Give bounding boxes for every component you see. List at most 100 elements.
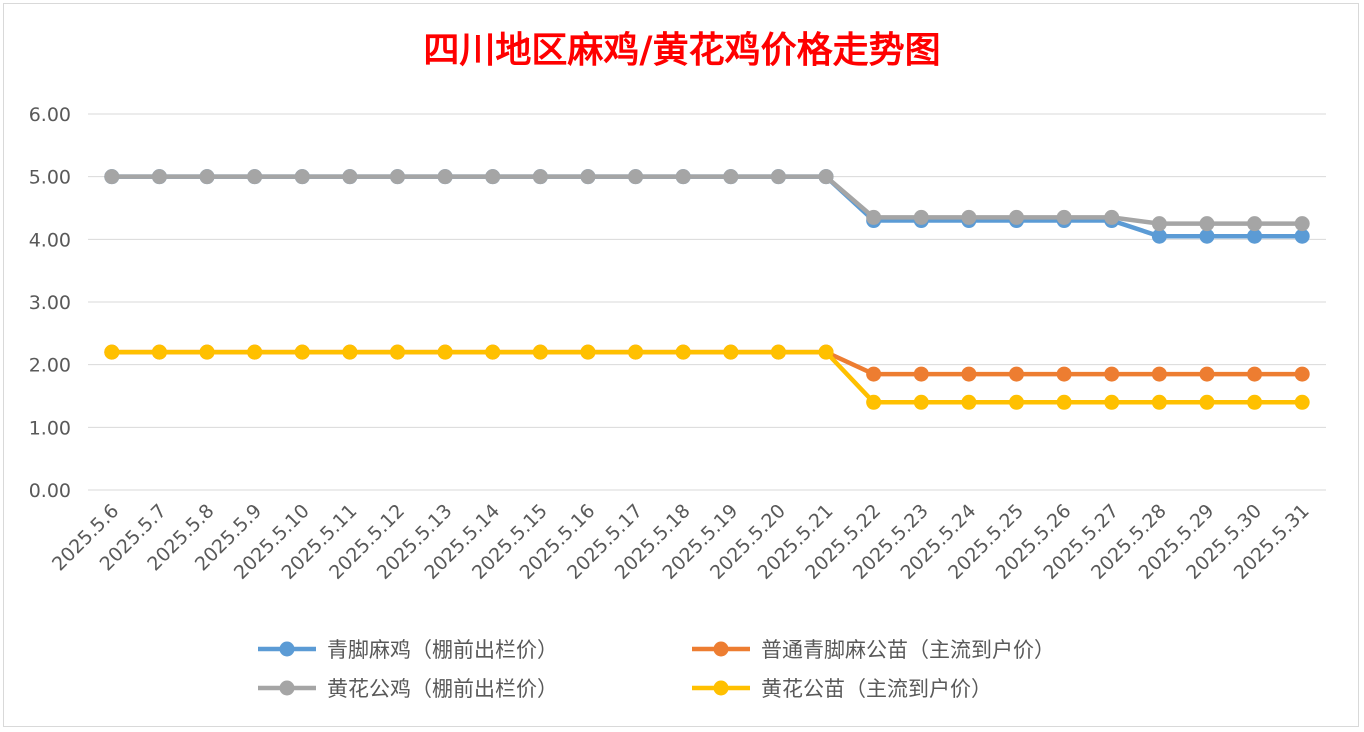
y-tick-label: 2.00 (29, 355, 71, 377)
data-point (628, 344, 644, 360)
y-axis-ticks: 0.00 1.00 2.00 3.00 4.00 5.00 6.00 (29, 104, 71, 502)
data-point (1247, 216, 1263, 232)
data-point (1199, 228, 1215, 244)
data-point (1009, 209, 1024, 225)
data-point (437, 344, 453, 360)
series-3 (104, 169, 1310, 232)
y-tick-label: 6.00 (29, 104, 71, 126)
gridlines (88, 113, 1326, 491)
series-1 (104, 344, 1310, 410)
series-line (111, 174, 1303, 226)
data-point (342, 344, 358, 360)
data-point (485, 344, 501, 360)
legend-item: 青脚麻鸡（棚前出栏价） (258, 638, 558, 662)
data-point (961, 209, 977, 225)
legend-swatch-marker (279, 680, 295, 696)
series-line (111, 174, 1303, 239)
series-lines (104, 169, 1310, 410)
data-point (1247, 394, 1263, 410)
data-point (1294, 228, 1310, 244)
data-point (104, 344, 120, 360)
data-point (1294, 216, 1310, 232)
legend-swatch-marker (713, 641, 729, 657)
data-point (1056, 394, 1072, 410)
data-point (723, 169, 739, 185)
y-tick-label: 0.00 (29, 480, 71, 502)
data-point (818, 344, 834, 360)
legend-label: 普通青脚麻公苗（主流到户价） (761, 638, 1055, 662)
legend-label: 青脚麻鸡（棚前出栏价） (327, 638, 558, 662)
y-tick-label: 4.00 (29, 229, 71, 251)
legend: 青脚麻鸡（棚前出栏价） 普通青脚麻公苗（主流到户价） 黄花公鸡（棚前出栏价） 黄花公苗… (258, 638, 1055, 701)
data-point (961, 394, 977, 410)
line-chart: 四川地区麻鸡/黄花鸡价格走势图 0.00 1.00 2.00 3.00 4.00 5.00… (29, 29, 1326, 701)
data-point (1247, 228, 1263, 244)
data-point (342, 169, 358, 185)
data-point (913, 366, 929, 382)
data-point (913, 209, 929, 225)
data-point (1104, 209, 1120, 225)
data-point (390, 169, 405, 185)
data-point (961, 366, 977, 382)
series-line (111, 349, 1303, 405)
data-point (199, 344, 215, 360)
data-point (247, 344, 263, 360)
data-point (580, 344, 596, 360)
y-tick-label: 1.00 (29, 417, 71, 439)
data-point (247, 169, 263, 185)
data-point (1009, 394, 1024, 410)
legend-swatch-marker (713, 680, 729, 696)
data-point (485, 169, 501, 185)
data-point (151, 344, 167, 360)
data-point (532, 169, 548, 185)
chart-title: 四川地区麻鸡/黄花鸡价格走势图 (423, 29, 940, 71)
legend-swatch-marker (279, 641, 295, 657)
data-point (1009, 366, 1024, 382)
data-point (866, 366, 882, 382)
data-point (866, 209, 882, 225)
series-line (111, 349, 1303, 377)
data-point (1294, 394, 1310, 410)
data-point (675, 344, 691, 360)
data-point (1294, 366, 1310, 382)
data-point (199, 169, 215, 185)
data-point (532, 344, 548, 360)
data-point (628, 169, 644, 185)
data-point (1199, 216, 1215, 232)
x-axis-ticks: 2025.5.62025.5.72025.5.82025.5.92025.5.1… (48, 500, 1314, 584)
data-point (1151, 366, 1167, 382)
data-point (675, 169, 691, 185)
data-point (1104, 394, 1120, 410)
y-tick-label: 3.00 (29, 292, 71, 314)
legend-item: 黄花公鸡（棚前出栏价） (258, 677, 558, 701)
data-point (770, 344, 786, 360)
data-point (1151, 228, 1167, 244)
data-point (151, 169, 167, 185)
data-point (1056, 366, 1072, 382)
data-point (723, 344, 739, 360)
data-point (1151, 394, 1167, 410)
data-point (294, 344, 310, 360)
legend-label: 黄花公鸡（棚前出栏价） (327, 677, 558, 701)
data-point (1199, 366, 1215, 382)
data-point (104, 169, 120, 185)
data-point (770, 169, 786, 185)
data-point (1247, 366, 1263, 382)
data-point (1104, 366, 1120, 382)
chart-area: 四川地区麻鸡/黄花鸡价格走势图 0.00 1.00 2.00 3.00 4.00 5.00… (3, 3, 1359, 727)
legend-item: 黄花公苗（主流到户价） (692, 677, 992, 701)
data-point (580, 169, 596, 185)
y-tick-label: 5.00 (29, 167, 71, 189)
data-point (437, 169, 453, 185)
data-point (1151, 216, 1167, 232)
data-point (913, 394, 929, 410)
data-point (1199, 394, 1215, 410)
data-point (818, 169, 834, 185)
series-2 (104, 169, 1310, 244)
legend-item: 普通青脚麻公苗（主流到户价） (692, 638, 1055, 662)
data-point (294, 169, 310, 185)
data-point (866, 394, 882, 410)
legend-label: 黄花公苗（主流到户价） (761, 677, 992, 701)
data-point (1056, 209, 1072, 225)
data-point (390, 344, 405, 360)
